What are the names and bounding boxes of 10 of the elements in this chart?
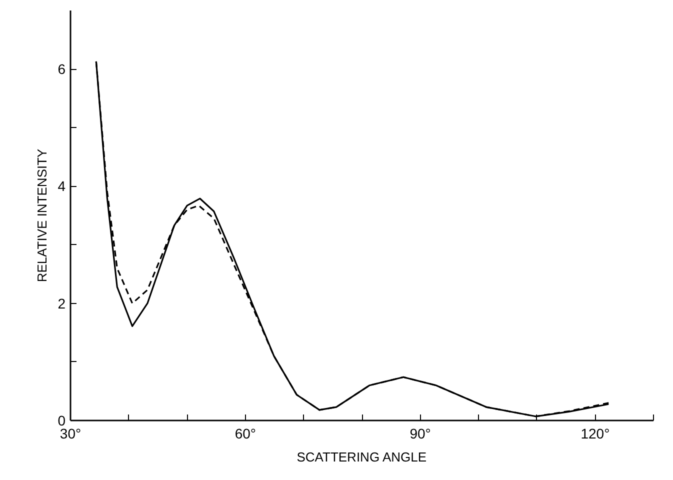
y-tick-label: 0: [58, 412, 66, 428]
y-tick-label: 4: [58, 178, 66, 194]
x-tick-label: 30°: [60, 426, 82, 442]
x-tick-label: 90°: [410, 426, 431, 442]
x-axis-title: SCATTERING ANGLE: [296, 450, 427, 464]
x-tick-label: 60°: [234, 426, 256, 442]
y-axis-title: RELATIVE INTENSITY: [34, 148, 50, 282]
x-tick-label: 120°: [580, 426, 610, 442]
y-tick-label: 6: [58, 61, 66, 78]
y-tick-label: 2: [58, 295, 66, 312]
